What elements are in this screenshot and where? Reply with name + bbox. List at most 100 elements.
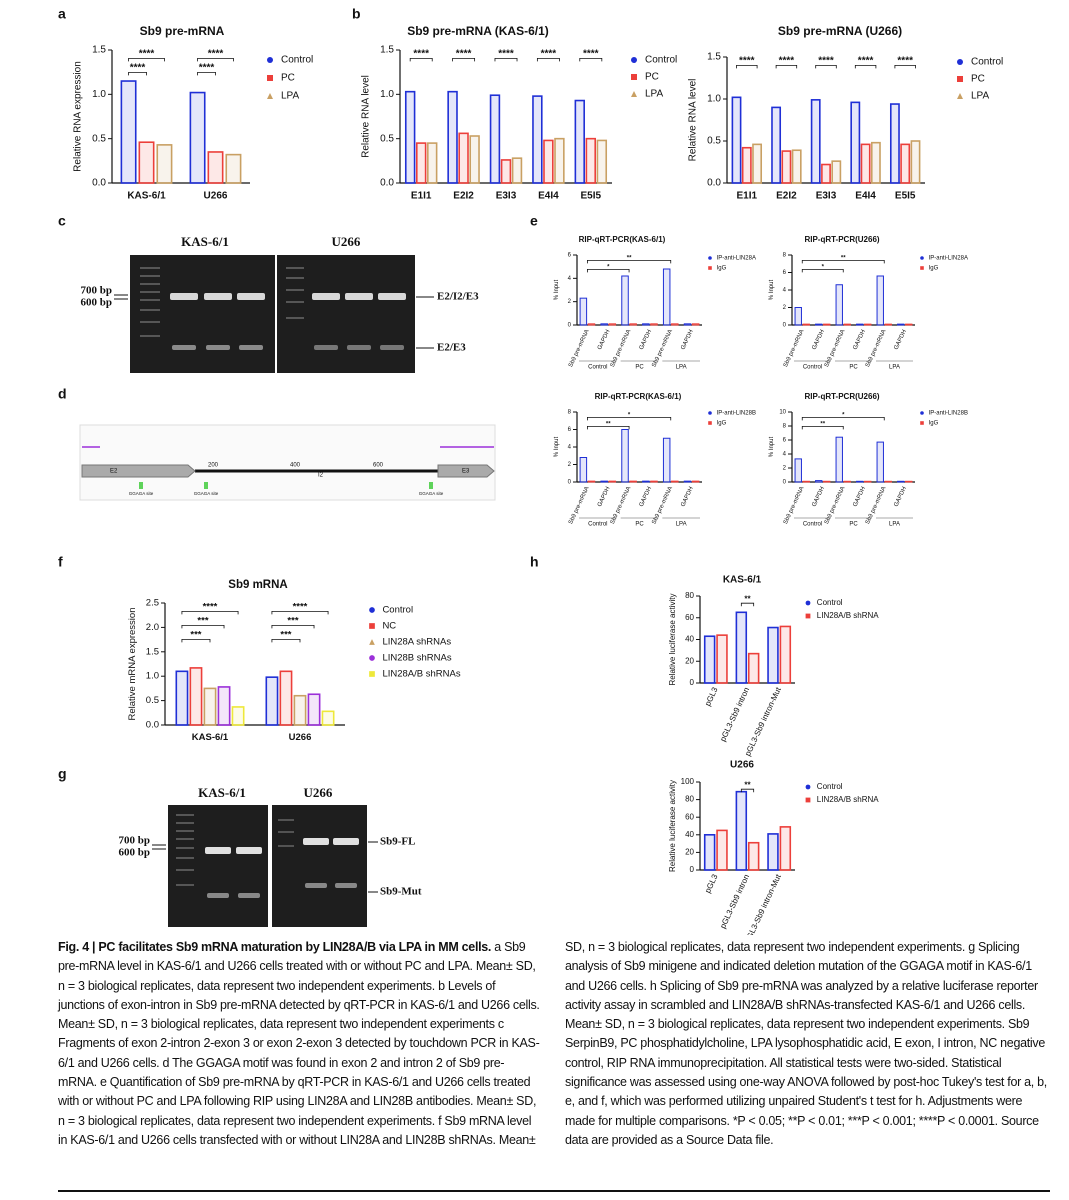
group-label: LPA [889,365,900,371]
chart: RIP-qRT-PCR(U266) 0 2 4 6 8 10 % Input IP-anti-L… [769,392,968,527]
gel-g: KAS-6/1 U266 700 bp 600 bp Sb9-FL Sb9-Mu… [119,785,422,927]
y-tick-label: 0 [783,323,787,329]
x-tick-label: GAPDH [894,486,908,508]
sig-bracket [801,426,844,430]
x-tick-label: Sb9 pre-mRNA [783,486,806,525]
position-label: 600 [373,463,384,469]
bar [600,480,608,483]
bar [683,480,692,483]
bar [189,91,206,184]
bar [876,441,884,483]
sig-label: **** [456,49,472,60]
legend-label: LIN28A shRNAs [382,637,451,648]
x-tick-label: E5I5 [581,191,602,202]
x-tick-label: Sb9 pre-mRNA [651,329,674,368]
y-axis-label: % Input [769,280,775,301]
panel-label: e [530,213,538,229]
legend-marker [957,93,963,99]
sig-label: **** [779,56,795,67]
legend-label: Control [382,605,413,616]
y-tick-label: 0.0 [380,178,394,189]
y-tick-label: 0 [690,865,695,874]
sig-bracket [536,58,560,62]
y-tick-label: 40 [685,635,694,644]
group-label: PC [635,522,644,528]
bar [767,833,779,871]
y-tick-label: 0.5 [380,133,394,144]
bar [650,480,658,483]
position-label: 400 [290,463,301,469]
legend-label: IP-anti-LIN28A [929,256,968,262]
marker-line [114,294,128,300]
y-tick-label: 8 [568,410,572,416]
bar [821,163,831,184]
intron-label: I2 [318,473,324,479]
diagram-frame [79,424,496,501]
bar [897,480,905,483]
bar [731,96,742,184]
sig-bracket [271,625,315,629]
chart: RIP-qRT-PCR(KAS-6/1) 0 2 4 6 8 % Input IP-anti-… [554,392,756,527]
y-tick-label: 0 [568,480,572,486]
bar [608,480,617,483]
y-axis-label: % Input [554,280,560,301]
panel-label: f [58,554,63,570]
x-tick-label: Sb9 pre-mRNA [783,329,806,368]
bar [138,141,155,184]
x-tick-label: E2I2 [453,191,474,202]
x-tick-label: pGL3-Sb9 intron-Mut [743,872,783,935]
y-axis-label: Relative mRNA expression [127,608,138,721]
x-tick-label: Sb9 pre-mRNA [651,486,674,525]
legend-marker [369,623,375,629]
x-tick-label: pGL3-Sb9 intron [718,686,751,743]
chart: RIP-qRT-PCR(U266) 0 2 4 6 8 % Input IP-anti-LIN… [769,235,968,370]
legend-label: LPA [281,91,299,102]
y-tick-label: 60 [685,613,694,622]
y-tick-label: 10 [779,410,786,416]
y-tick-label: 4 [568,276,572,282]
chart: Sb9 pre-mRNA 0.0 0.5 1.0 1.5 Relative RNA exp… [73,24,314,201]
gel-image [130,255,275,373]
exon-label: E3 [462,469,470,475]
ladder [176,814,294,886]
x-tick-label: Sb9 pre-mRNA [610,486,633,525]
bar [815,323,823,326]
legend-label: IP-anti-LIN28B [929,411,968,417]
sig-bracket [801,417,885,421]
x-tick-label: KAS-6/1 [192,732,229,743]
legend-label: LIN28B shRNAs [382,653,451,664]
gel-c: KAS-6/1 U266 700 bp 600 bp E2/I2/E3 E2/E… [81,234,479,373]
site-label: GGAGA site [419,491,444,496]
bar [876,275,884,326]
sig-label: *** [280,630,291,641]
bar [691,480,700,483]
legend-marker [920,421,924,425]
legend-marker [805,613,811,619]
sig-label: * [822,264,825,270]
bar [735,611,748,684]
sig-bracket [801,269,844,273]
legend-marker [631,91,637,97]
group-label: Control [588,365,607,371]
bar [860,143,871,184]
chart: Sb9 pre-mRNA (U266) 0.0 0.5 1.0 1.5 Relative … [688,24,1004,201]
sig-bracket [740,788,755,793]
bar [156,144,173,184]
y-tick-label: 0.0 [707,178,721,189]
bar [321,710,335,726]
y-tick-label: 4 [568,445,572,451]
exon-label: E2 [110,469,118,475]
y-tick-label: 100 [681,777,695,786]
sig-label: **** [130,63,146,74]
legend-label: LIN28A/B shRNAs [382,669,460,680]
bar [889,103,900,184]
ladder [140,267,304,337]
sig-bracket [181,611,239,615]
y-tick-label: 0.5 [146,695,159,706]
y-tick-label: 0 [783,480,787,486]
legend-label: IgG [717,266,727,272]
bar [835,436,843,483]
y-tick-label: 80 [685,591,694,600]
sig-bracket [494,58,518,62]
bar [621,275,629,326]
